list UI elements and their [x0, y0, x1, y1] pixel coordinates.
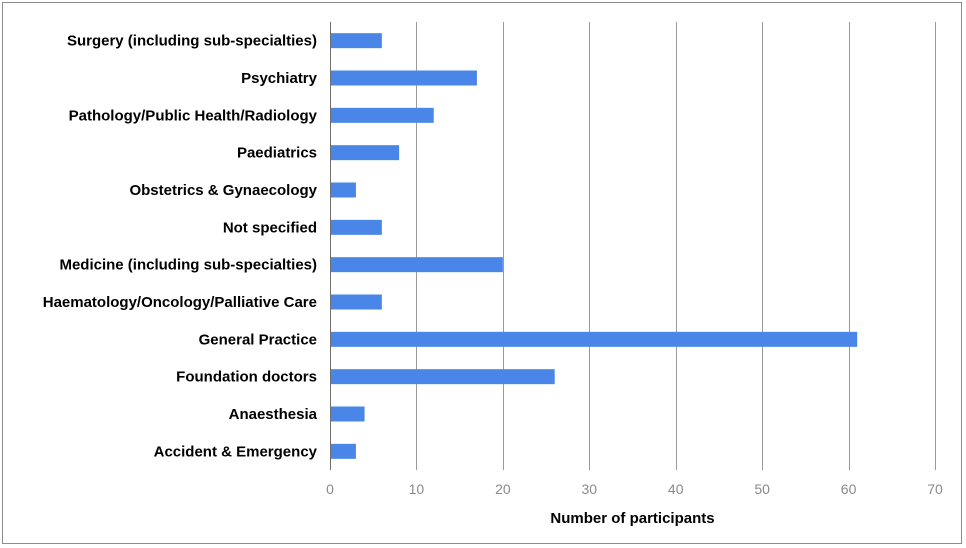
x-tick-label: 60 — [841, 481, 857, 497]
category-label: Anaesthesia — [229, 406, 318, 423]
bar — [331, 257, 503, 273]
x-tick-label: 0 — [326, 481, 334, 497]
bar — [331, 107, 434, 123]
x-tick-label: 40 — [668, 481, 684, 497]
category-label: Pathology/Public Health/Radiology — [69, 107, 318, 124]
x-tick-labels: 0 10 20 30 40 50 60 70 — [326, 481, 943, 497]
bars — [331, 33, 858, 459]
category-label: General Practice — [199, 331, 317, 348]
category-labels: Surgery (including sub-specialties) Psych… — [43, 33, 318, 461]
category-label: Paediatrics — [237, 145, 317, 162]
x-tick-label: 70 — [927, 481, 943, 497]
bar — [331, 369, 555, 385]
category-label: Haematology/Oncology/Palliative Care — [43, 294, 317, 311]
bar — [331, 70, 477, 86]
bar — [331, 331, 858, 347]
x-tick-label: 20 — [495, 481, 511, 497]
category-label: Surgery (including sub-specialties) — [67, 33, 317, 50]
bar — [331, 406, 365, 422]
x-axis-title: Number of participants — [550, 510, 714, 527]
x-tick-label: 10 — [409, 481, 425, 497]
bar — [331, 443, 356, 459]
bar — [331, 33, 382, 49]
category-label: Obstetrics & Gynaecology — [129, 182, 317, 199]
x-tick-label: 50 — [754, 481, 770, 497]
category-label: Medicine (including sub-specialties) — [59, 257, 317, 274]
bar — [331, 219, 382, 235]
bar-chart: Surgery (including sub-specialties) Psych… — [43, 22, 943, 527]
bar — [331, 294, 382, 310]
category-label: Not specified — [223, 219, 317, 236]
x-tick-label: 30 — [581, 481, 597, 497]
category-label: Accident & Emergency — [154, 443, 318, 460]
category-label: Foundation doctors — [176, 369, 317, 386]
gridlines — [330, 22, 936, 470]
category-label: Psychiatry — [241, 70, 318, 87]
bar — [331, 182, 356, 198]
bar — [331, 145, 400, 161]
